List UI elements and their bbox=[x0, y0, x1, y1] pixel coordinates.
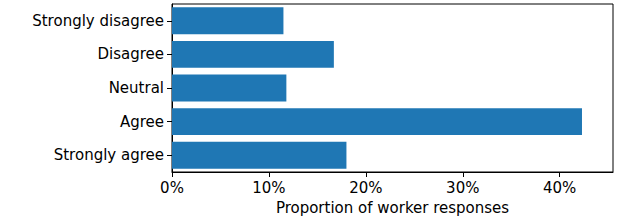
svg-text:Proportion of worker responses: Proportion of worker responses bbox=[276, 199, 509, 217]
svg-text:Neutral: Neutral bbox=[109, 79, 164, 97]
svg-text:Strongly disagree: Strongly disagree bbox=[32, 12, 164, 30]
svg-text:Agree: Agree bbox=[120, 113, 164, 131]
svg-text:30%: 30% bbox=[446, 179, 479, 197]
svg-text:0%: 0% bbox=[160, 179, 184, 197]
svg-text:20%: 20% bbox=[349, 179, 382, 197]
svg-text:Strongly agree: Strongly agree bbox=[54, 146, 164, 164]
svg-text:Disagree: Disagree bbox=[97, 45, 164, 63]
svg-text:10%: 10% bbox=[252, 179, 285, 197]
svg-text:40%: 40% bbox=[543, 179, 576, 197]
